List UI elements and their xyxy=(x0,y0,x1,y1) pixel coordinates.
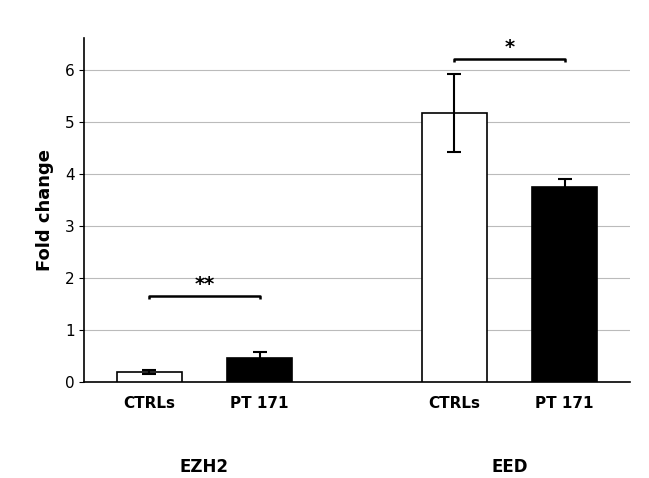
Y-axis label: Fold change: Fold change xyxy=(36,149,54,272)
Bar xyxy=(117,372,182,382)
Text: *: * xyxy=(504,38,515,57)
Bar xyxy=(532,187,597,382)
Text: EED: EED xyxy=(491,458,528,476)
Bar xyxy=(227,358,292,382)
Text: **: ** xyxy=(194,275,215,294)
Text: EZH2: EZH2 xyxy=(180,458,229,476)
Bar xyxy=(422,113,487,382)
